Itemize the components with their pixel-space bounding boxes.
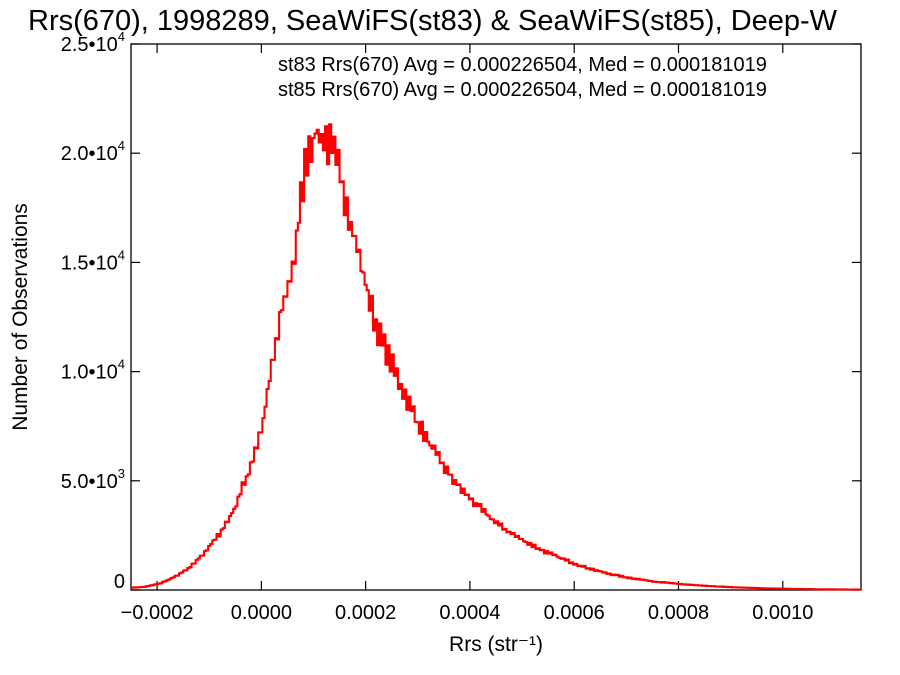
y-tick-label: 1.5•104	[61, 247, 125, 274]
series-st85-line	[131, 123, 861, 591]
x-tick-label: 0.0008	[648, 602, 709, 624]
y-tick-label: 2.0•104	[61, 138, 125, 165]
x-axis-label: Rrs (str⁻¹)	[449, 633, 543, 656]
annotation-st83-stats: st83 Rrs(670) Avg = 0.000226504, Med = 0…	[278, 54, 767, 76]
chart-title: Rrs(670), 1998289, SeaWiFS(st83) & SeaWi…	[28, 5, 838, 37]
y-tick-label: 0	[114, 571, 125, 593]
x-tick-label: 0.0004	[439, 602, 500, 624]
x-tick-label: −0.0002	[121, 602, 194, 624]
x-tick-label: 0.0002	[335, 602, 396, 624]
annotation-st85-stats: st85 Rrs(670) Avg = 0.000226504, Med = 0…	[278, 79, 767, 101]
y-tick-label: 2.5•104	[61, 29, 125, 56]
y-tick-label: 1.0•104	[61, 357, 125, 384]
x-tick-label: 0.0006	[544, 602, 605, 624]
y-tick-label: 5.0•103	[61, 466, 125, 493]
x-tick-label: 0.0010	[752, 602, 813, 624]
y-axis-label: Number of Observations	[9, 203, 32, 431]
plot-frame	[130, 43, 862, 591]
y-axis-ticks: 0 5.0•103 1.0•104 1.5•104 2.0•104 2.5•104	[61, 29, 861, 593]
x-tick-label: 0.0000	[231, 602, 292, 624]
x-axis-ticks: −0.0002 0.0000 0.0002 0.0004 0.0006 0.0008 0.0…	[121, 44, 813, 624]
